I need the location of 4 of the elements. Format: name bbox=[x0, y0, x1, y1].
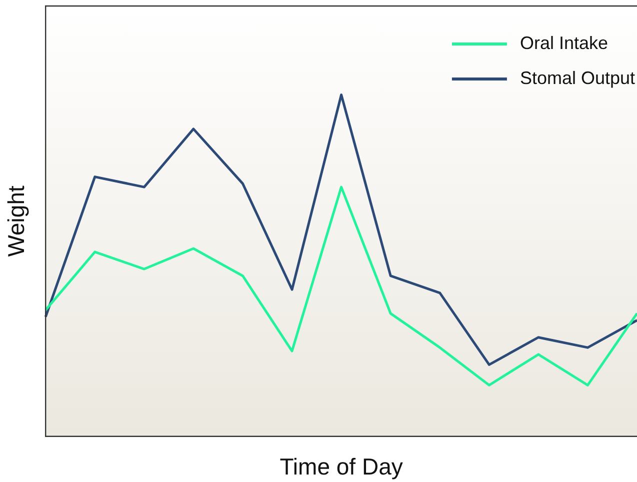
legend-label: Stomal Output bbox=[520, 68, 636, 88]
legend-label: Oral Intake bbox=[520, 32, 608, 53]
y-axis-title: Weight bbox=[3, 185, 30, 257]
x-axis-title: Time of Day bbox=[280, 454, 404, 480]
